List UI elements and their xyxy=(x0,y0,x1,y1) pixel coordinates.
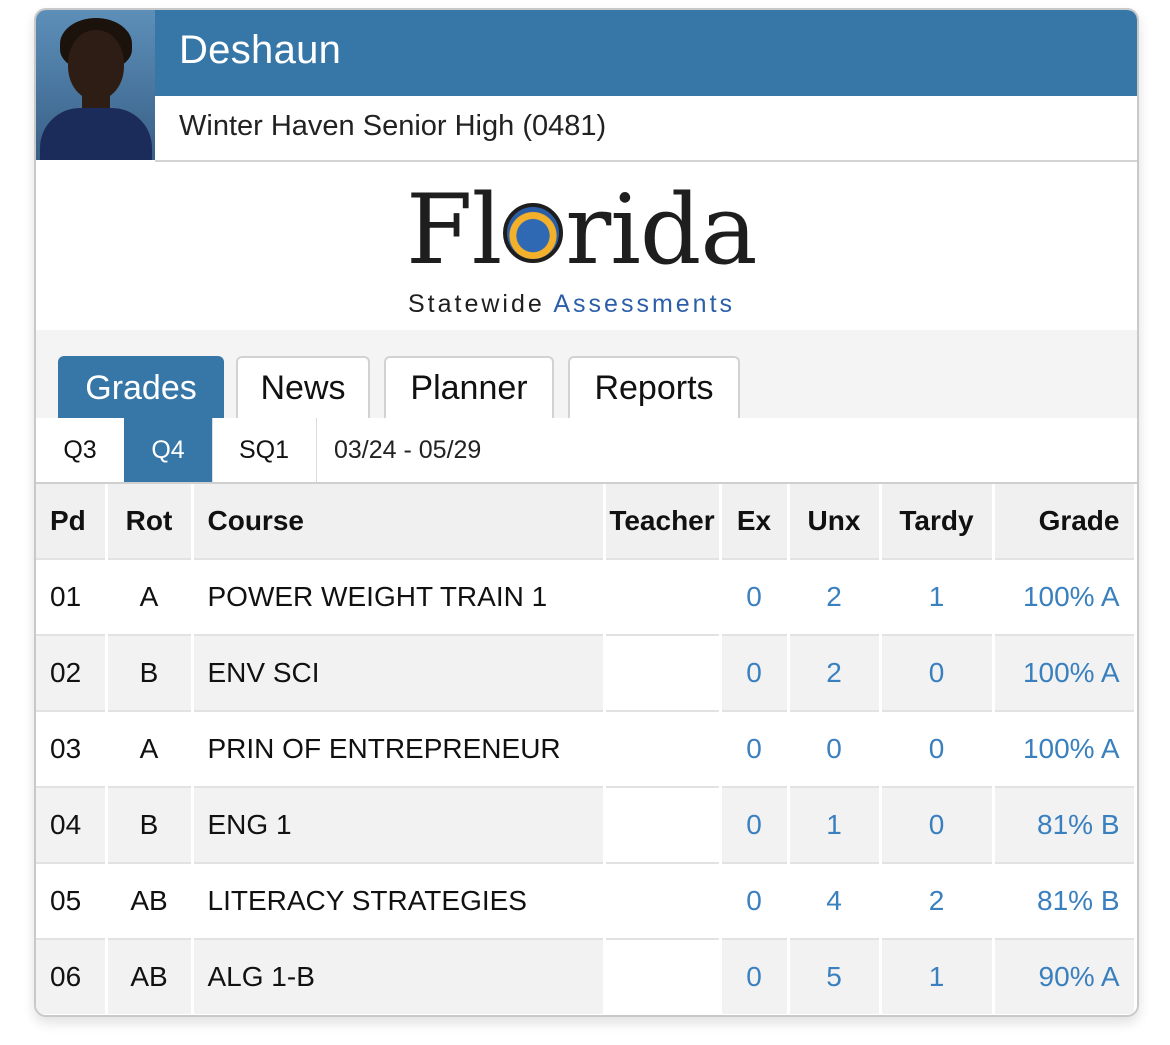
table-row: 01 A POWER WEIGHT TRAIN 1 0 2 1 100% A xyxy=(36,558,1137,635)
table-row: 04 B ENG 1 0 1 0 81% B xyxy=(36,786,1137,863)
sunrise-emblem-icon xyxy=(503,203,564,263)
cell-teacher xyxy=(604,862,722,939)
cell-unx[interactable]: 2 xyxy=(788,634,882,711)
cell-rot: AB xyxy=(106,862,194,939)
school-name: Winter Haven Senior High (0481) xyxy=(179,110,607,142)
logo-word-start: Fl xyxy=(406,174,502,286)
student-name: Deshaun xyxy=(179,28,342,72)
table-row: 03 A PRIN OF ENTREPRENEUR 0 0 0 100% A xyxy=(36,710,1137,787)
cell-grade[interactable]: 100% A xyxy=(993,634,1137,711)
cell-grade[interactable]: 100% A xyxy=(993,558,1137,635)
cell-teacher xyxy=(604,786,722,863)
table-row: 06 AB ALG 1-B 0 5 1 90% A xyxy=(36,938,1137,1014)
col-header-course[interactable]: Course xyxy=(192,484,606,559)
cell-pd: 02 xyxy=(36,634,108,711)
cell-rot: B xyxy=(106,786,194,863)
col-header-unx[interactable]: Unx xyxy=(788,484,882,559)
cell-grade[interactable]: 100% A xyxy=(993,710,1137,787)
cell-unx[interactable]: 0 xyxy=(788,710,882,787)
tab-planner[interactable]: Planner xyxy=(384,356,554,418)
cell-course: ENG 1 xyxy=(192,786,606,863)
cell-pd: 01 xyxy=(36,558,108,635)
cell-unx[interactable]: 1 xyxy=(788,786,882,863)
cell-ex[interactable]: 0 xyxy=(720,938,790,1014)
cell-course: POWER WEIGHT TRAIN 1 xyxy=(192,558,606,635)
table-row: 02 B ENV SCI 0 2 0 100% A xyxy=(36,634,1137,711)
tab-grades[interactable]: Grades xyxy=(58,356,224,418)
cell-pd: 06 xyxy=(36,938,108,1014)
cell-unx[interactable]: 5 xyxy=(788,938,882,1014)
cell-teacher xyxy=(604,938,722,1014)
cell-tardy[interactable]: 0 xyxy=(880,634,995,711)
logo-wordmark: Fl rida xyxy=(406,174,758,286)
col-header-grade[interactable]: Grade xyxy=(993,484,1137,559)
col-header-pd[interactable]: Pd xyxy=(36,484,108,559)
cell-grade[interactable]: 81% B xyxy=(993,786,1137,863)
cell-ex[interactable]: 0 xyxy=(720,710,790,787)
cell-tardy[interactable]: 1 xyxy=(880,938,995,1014)
term-q4[interactable]: Q4 xyxy=(124,418,213,482)
cell-unx[interactable]: 4 xyxy=(788,862,882,939)
student-photo xyxy=(36,10,155,160)
term-q3[interactable]: Q3 xyxy=(36,418,125,482)
tab-reports[interactable]: Reports xyxy=(568,356,740,418)
cell-teacher xyxy=(604,634,722,711)
grades-table: Pd Rot Course Teacher Ex Unx Tardy Grade… xyxy=(36,484,1137,1014)
cell-grade[interactable]: 90% A xyxy=(993,938,1137,1014)
cell-ex[interactable]: 0 xyxy=(720,862,790,939)
col-header-ex[interactable]: Ex xyxy=(720,484,790,559)
cell-teacher xyxy=(604,710,722,787)
cell-tardy[interactable]: 0 xyxy=(880,710,995,787)
student-card: Deshaun Winter Haven Senior High (0481) … xyxy=(34,8,1139,1017)
cell-grade[interactable]: 81% B xyxy=(993,862,1137,939)
cell-ex[interactable]: 0 xyxy=(720,786,790,863)
tab-news[interactable]: News xyxy=(236,356,370,418)
cell-tardy[interactable]: 1 xyxy=(880,558,995,635)
date-range: 03/24 - 05/29 xyxy=(334,436,482,464)
cell-teacher xyxy=(604,558,722,635)
cell-rot: A xyxy=(106,558,194,635)
col-header-rot[interactable]: Rot xyxy=(106,484,194,559)
table-header-row: Pd Rot Course Teacher Ex Unx Tardy Grade xyxy=(36,484,1137,559)
student-header: Deshaun xyxy=(155,10,1137,96)
cell-pd: 05 xyxy=(36,862,108,939)
school-bar: Winter Haven Senior High (0481) xyxy=(155,96,1137,162)
cell-pd: 04 xyxy=(36,786,108,863)
cell-rot: B xyxy=(106,634,194,711)
logo-sub-primary: Statewide xyxy=(408,290,545,318)
cell-ex[interactable]: 0 xyxy=(720,634,790,711)
col-header-tardy[interactable]: Tardy xyxy=(880,484,995,559)
florida-logo: Fl rida Statewide Assessments xyxy=(36,162,1137,330)
cell-course: LITERACY STRATEGIES xyxy=(192,862,606,939)
col-header-teacher[interactable]: Teacher xyxy=(604,484,722,559)
cell-pd: 03 xyxy=(36,710,108,787)
cell-tardy[interactable]: 2 xyxy=(880,862,995,939)
cell-ex[interactable]: 0 xyxy=(720,558,790,635)
cell-course: ENV SCI xyxy=(192,634,606,711)
cell-course: PRIN OF ENTREPRENEUR xyxy=(192,710,606,787)
table-row: 05 AB LITERACY STRATEGIES 0 4 2 81% B xyxy=(36,862,1137,939)
tab-bar: Grades News Planner Reports xyxy=(36,330,1137,420)
cell-rot: AB xyxy=(106,938,194,1014)
cell-course: ALG 1-B xyxy=(192,938,606,1014)
term-selector: Q3 Q4 SQ1 03/24 - 05/29 xyxy=(36,418,1137,484)
logo-sub-secondary: Assessments xyxy=(553,290,736,318)
cell-unx[interactable]: 2 xyxy=(788,558,882,635)
cell-rot: A xyxy=(106,710,194,787)
cell-tardy[interactable]: 0 xyxy=(880,786,995,863)
logo-word-end: rida xyxy=(565,174,757,286)
term-sq1[interactable]: SQ1 xyxy=(238,435,290,464)
logo-subtitle: Statewide Assessments xyxy=(408,290,735,319)
